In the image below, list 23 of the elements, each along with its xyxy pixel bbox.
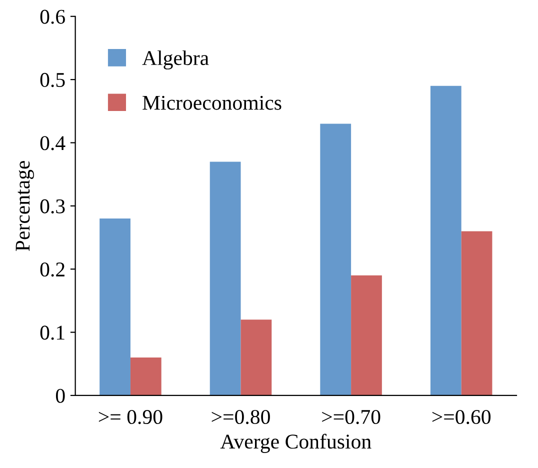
y-tick-label: 0.1: [40, 326, 64, 340]
x-tick-label: >= 0.90: [98, 410, 162, 424]
bar: [100, 218, 130, 396]
bar: [130, 358, 162, 396]
legend-label: Algebra: [142, 50, 209, 70]
y-axis-title: Percentage: [16, 160, 34, 252]
bar: [461, 231, 492, 396]
y-tick-label: 0.5: [40, 72, 65, 88]
bar: [351, 275, 382, 396]
y-tick-label: 0.6: [40, 10, 65, 24]
y-tick-label: 0: [56, 388, 65, 403]
bar: [320, 124, 352, 396]
x-axis-title: Averge Confusion: [220, 434, 372, 453]
bar: [240, 320, 272, 396]
x-tick-label: >=0.80: [212, 410, 270, 424]
y-tick-label: 0.3: [40, 199, 65, 214]
bar: [430, 86, 462, 396]
y-tick-label: 0.4: [40, 136, 66, 150]
y-tick-label: 0.2: [40, 262, 64, 277]
x-tick-label: >=0.60: [432, 410, 491, 424]
legend-label: Microeconomics: [142, 96, 282, 110]
x-tick-label: >=0.70: [322, 410, 380, 424]
bar: [210, 162, 241, 396]
